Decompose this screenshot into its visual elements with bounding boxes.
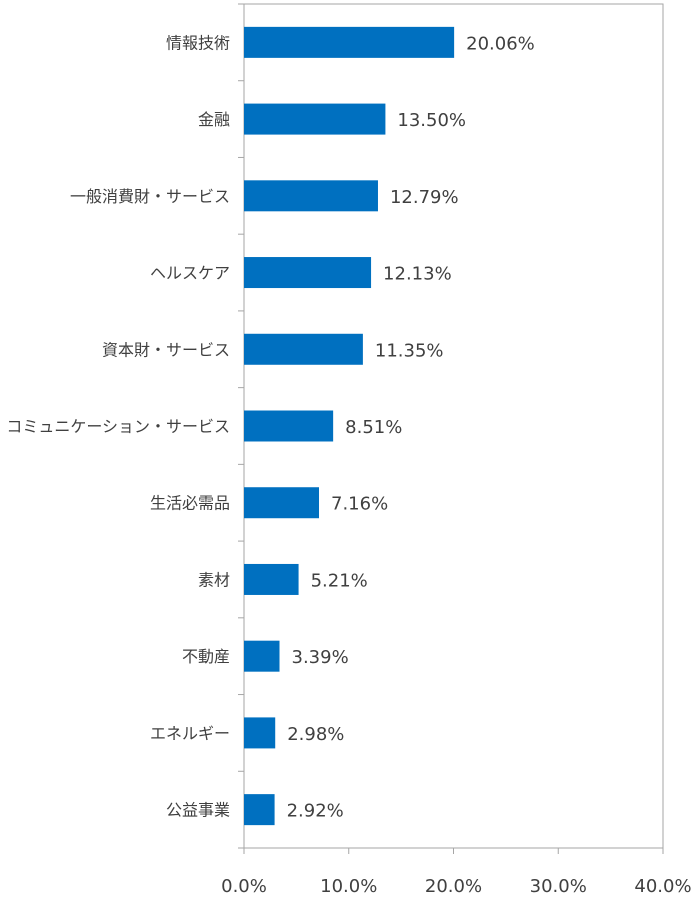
- x-tick-label: 40.0%: [634, 876, 691, 897]
- value-label: 3.39%: [292, 647, 349, 668]
- bars-layer: [244, 26, 455, 826]
- value-label: 2.98%: [287, 724, 344, 745]
- bar-10: [244, 717, 276, 749]
- category-label: 不動産: [182, 647, 230, 666]
- labels-layer: 情報技術 20.06% 金融 13.50% 一般消費財・サービス 12.79% ヘルスケア 1…: [6, 33, 691, 897]
- category-label: 一般消費財・サービス: [70, 187, 230, 206]
- value-label: 8.51%: [345, 417, 402, 438]
- value-label: 5.21%: [311, 570, 368, 591]
- category-label: 素材: [198, 570, 230, 589]
- x-tick-label: 0.0%: [221, 876, 267, 897]
- value-label: 13.50%: [397, 110, 466, 131]
- x-tick-label: 10.0%: [320, 876, 377, 897]
- bar-9: [244, 640, 280, 672]
- category-label: エネルギー: [150, 724, 230, 743]
- bar-1: [244, 26, 455, 58]
- bar-3: [244, 180, 378, 212]
- bar-8: [244, 563, 299, 595]
- bar-5: [244, 333, 363, 365]
- value-label: 7.16%: [331, 494, 388, 515]
- category-label: 生活必需品: [150, 494, 230, 513]
- value-label: 2.92%: [287, 801, 344, 822]
- value-label: 12.13%: [383, 264, 452, 285]
- category-label: コミュニケーション・サービス: [6, 417, 230, 436]
- x-tick-label: 20.0%: [425, 876, 482, 897]
- ticks-layer: [238, 3, 664, 854]
- x-tick-label: 30.0%: [530, 876, 587, 897]
- value-label: 11.35%: [375, 340, 444, 361]
- category-label: 資本財・サービス: [102, 340, 230, 359]
- bar-6: [244, 410, 334, 442]
- bar-11: [244, 794, 275, 826]
- value-label: 20.06%: [466, 33, 535, 54]
- bar-7: [244, 487, 320, 519]
- value-label: 12.79%: [390, 187, 459, 208]
- category-label: 公益事業: [166, 801, 230, 820]
- category-label: 情報技術: [166, 33, 230, 52]
- bar-2: [244, 103, 386, 135]
- category-label: 金融: [198, 110, 230, 129]
- bar-4: [244, 257, 372, 289]
- category-label: ヘルスケア: [150, 264, 230, 283]
